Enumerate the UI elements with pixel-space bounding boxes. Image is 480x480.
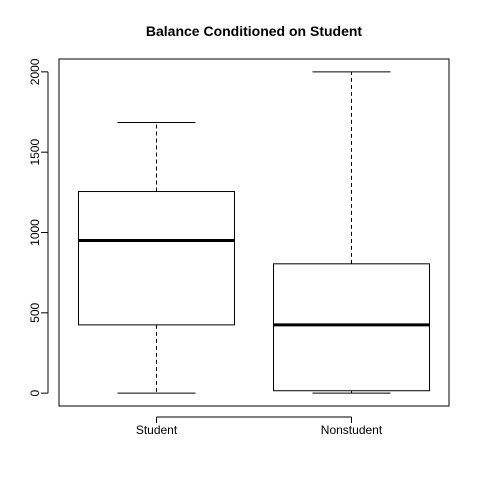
chart-title: Balance Conditioned on Student <box>146 23 363 39</box>
boxes <box>78 71 430 394</box>
box-group <box>273 71 430 394</box>
y-tick-label: 1000 <box>28 219 42 246</box>
x-axis: Student Nonstudent <box>136 416 383 437</box>
plot-frame <box>58 58 450 407</box>
y-axis: 0 500 1000 1500 2000 <box>28 58 49 396</box>
y-tick-label: 1500 <box>28 139 42 166</box>
x-tick-label: Student <box>136 423 178 437</box>
y-tick-label: 0 <box>28 389 42 396</box>
box-group <box>78 121 235 394</box>
box <box>78 191 235 326</box>
x-tick-label: Nonstudent <box>321 423 383 437</box>
y-tick-label: 2000 <box>28 58 42 85</box>
y-tick-label: 500 <box>28 302 42 322</box>
box <box>273 263 430 392</box>
